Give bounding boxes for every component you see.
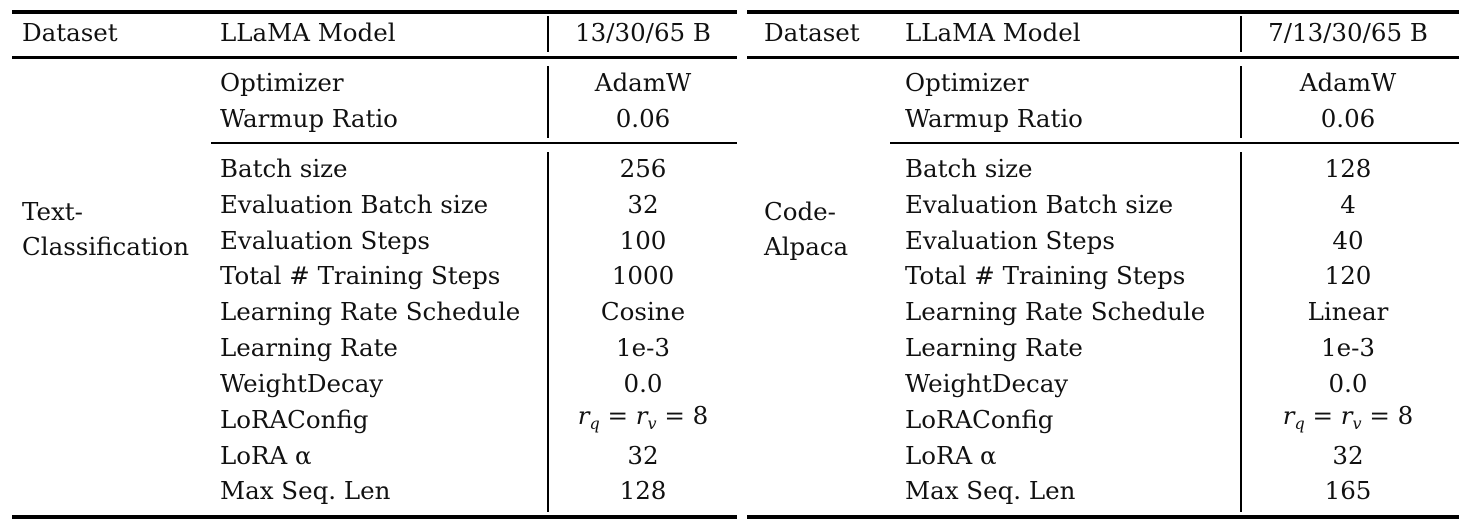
- optimizer-vline: [547, 66, 549, 138]
- header-size: 7/13/30/65 B: [1268, 18, 1428, 47]
- param-label: Learning Rate Schedule: [905, 297, 1206, 326]
- lora-config-value: rq = rv = 8: [577, 401, 709, 433]
- param-value: 1e-3: [1321, 333, 1375, 362]
- param-value: 256: [619, 154, 667, 183]
- param-value: 128: [1324, 154, 1372, 183]
- rows-vline: [1240, 152, 1242, 512]
- param-value: AdamW: [1299, 68, 1397, 97]
- param-label: Total # Training Steps: [905, 261, 1186, 290]
- param-value: AdamW: [594, 68, 692, 97]
- param-label: Evaluation Steps: [905, 226, 1115, 255]
- param-value: 32: [627, 190, 659, 219]
- param-label: LoRA α: [220, 441, 312, 470]
- bottom-rule: [747, 515, 1459, 519]
- optimizer-vline: [1240, 66, 1242, 138]
- param-label: LoRA α: [905, 441, 997, 470]
- lora-config-value: rq = rv = 8: [1282, 401, 1414, 433]
- param-label: Evaluation Batch size: [220, 190, 489, 219]
- param-value: 32: [627, 441, 659, 470]
- top-rule: [747, 10, 1459, 14]
- top-rule: [12, 10, 737, 14]
- param-label: Warmup Ratio: [905, 104, 1083, 133]
- param-value: 165: [1324, 476, 1372, 505]
- hyperparameter-table-code-alpaca: Dataset LLaMA Model 7/13/30/65 B Code- A…: [747, 0, 1459, 522]
- param-label: Evaluation Batch size: [905, 190, 1174, 219]
- param-value: 0.0: [1328, 369, 1368, 398]
- param-value: 100: [619, 226, 667, 255]
- dataset-name-line2: Classification: [22, 232, 190, 261]
- param-label: Learning Rate Schedule: [220, 297, 521, 326]
- param-value: 128: [619, 476, 667, 505]
- param-label: Total # Training Steps: [220, 261, 501, 290]
- optimizer-rule: [890, 142, 1459, 144]
- param-label: WeightDecay: [905, 369, 1069, 398]
- param-value: 1e-3: [616, 333, 670, 362]
- param-label: Max Seq. Len: [220, 476, 391, 505]
- hyperparameter-table-text-classification: Dataset LLaMA Model 13/30/65 B Text- Cla…: [12, 0, 737, 522]
- param-label: Learning Rate: [905, 333, 1083, 362]
- dataset-name-line1: Code-: [764, 197, 836, 226]
- header-model: LLaMA Model: [220, 18, 396, 47]
- param-label: LoRAConfig: [905, 405, 1054, 434]
- param-label: Optimizer: [220, 68, 344, 97]
- header-vline: [1240, 16, 1242, 52]
- param-label: LoRAConfig: [220, 405, 369, 434]
- header-rule: [747, 56, 1459, 59]
- param-value: 32: [1332, 441, 1364, 470]
- param-label: Max Seq. Len: [905, 476, 1076, 505]
- param-value: 40: [1332, 226, 1364, 255]
- param-label: Warmup Ratio: [220, 104, 398, 133]
- header-size: 13/30/65 B: [575, 18, 711, 47]
- optimizer-rule: [211, 142, 737, 144]
- param-label: Evaluation Steps: [220, 226, 430, 255]
- param-label: Optimizer: [905, 68, 1029, 97]
- param-label: Learning Rate: [220, 333, 398, 362]
- header-rule: [12, 56, 737, 59]
- param-label: WeightDecay: [220, 369, 384, 398]
- param-value: Linear: [1307, 297, 1389, 326]
- param-value: 4: [1340, 190, 1356, 219]
- header-dataset: Dataset: [764, 18, 860, 47]
- dataset-name-line1: Text-: [22, 197, 83, 226]
- param-label: Batch size: [905, 154, 1033, 183]
- param-value: 1000: [611, 261, 675, 290]
- param-value: 0.06: [615, 104, 671, 133]
- param-value: 120: [1324, 261, 1372, 290]
- param-value: 0.0: [623, 369, 663, 398]
- header-dataset: Dataset: [22, 18, 118, 47]
- rows-vline: [547, 152, 549, 512]
- header-vline: [547, 16, 549, 52]
- param-value: Cosine: [600, 297, 686, 326]
- param-value: 0.06: [1320, 104, 1376, 133]
- bottom-rule: [12, 515, 737, 519]
- param-label: Batch size: [220, 154, 348, 183]
- header-model: LLaMA Model: [905, 18, 1081, 47]
- dataset-name-line2: Alpaca: [764, 232, 849, 261]
